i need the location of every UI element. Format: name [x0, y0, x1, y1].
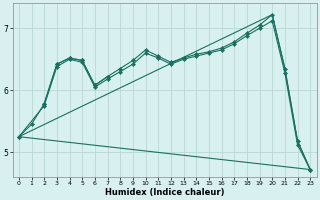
X-axis label: Humidex (Indice chaleur): Humidex (Indice chaleur) [105, 188, 224, 197]
